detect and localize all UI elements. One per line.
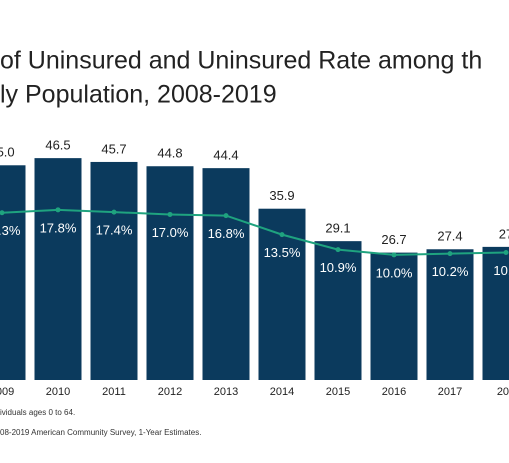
x-tick-label: 2014: [270, 386, 294, 398]
bar-value-label: 46.5: [45, 138, 70, 153]
rate-label: 13.5%: [264, 245, 301, 260]
bar: [202, 168, 250, 380]
x-tick-label: 2009: [0, 386, 14, 398]
footnote: 08-2019 American Community Survey, 1-Yea…: [0, 428, 201, 437]
rate-point: [279, 232, 285, 238]
rate-line: [1, 208, 507, 256]
bar-value-label: 29.1: [325, 221, 350, 236]
footnote: ividuals ages 0 to 64.: [0, 408, 75, 417]
rate-label: 17.0%: [152, 225, 189, 240]
rate-label: 17.4%: [96, 223, 133, 238]
x-tick-label: 2016: [382, 386, 406, 398]
bar: [258, 208, 306, 380]
bar-value-label: 27.4: [437, 229, 462, 244]
rate-label: 16.8%: [208, 226, 245, 241]
rate-point: [223, 213, 229, 219]
rate-label: 10.9%: [320, 260, 357, 275]
rate-label: 17.3%: [0, 223, 21, 238]
rate-label: 17.8%: [40, 220, 77, 235]
bar: [482, 246, 509, 380]
bar-value-label: 44.8: [157, 146, 182, 161]
x-tick-label: 2013: [214, 386, 238, 398]
chart-title: ly Population, 2008-2019: [0, 81, 277, 109]
bar: [314, 241, 362, 380]
bar-value-label: 44.4: [213, 148, 238, 163]
x-tick-label: 2010: [46, 386, 70, 398]
bar-value-label: 27: [499, 226, 509, 241]
x-tick-label: 2015: [326, 386, 350, 398]
rate-label: 10.2%: [432, 264, 469, 279]
bar: [34, 158, 82, 380]
bar-value-label: 45.7: [101, 141, 126, 156]
rate-point: [503, 250, 509, 256]
rate-label: 10.4: [493, 263, 509, 278]
bar-value-label: 35.9: [269, 188, 294, 203]
bar-value-label: 26.7: [381, 232, 406, 247]
x-tick-label: 201: [497, 386, 509, 398]
rate-point: [167, 211, 173, 217]
rate-point: [391, 252, 397, 258]
rate-point: [0, 210, 5, 216]
bar-value-label: 45.0: [0, 145, 15, 160]
rate-point: [335, 247, 341, 253]
x-tick-label: 2017: [438, 386, 462, 398]
bar: [146, 166, 194, 380]
bar: [426, 249, 474, 380]
x-tick-label: 2011: [102, 386, 126, 398]
bar: [90, 161, 138, 380]
rate-label: 10.0%: [376, 265, 413, 280]
bar: [370, 252, 418, 380]
bar: [0, 165, 26, 380]
rate-point: [447, 251, 453, 257]
rate-point: [111, 209, 117, 215]
rate-point: [55, 207, 61, 213]
x-tick-label: 2012: [158, 386, 182, 398]
chart-title: of Uninsured and Uninsured Rate among th: [0, 47, 482, 75]
